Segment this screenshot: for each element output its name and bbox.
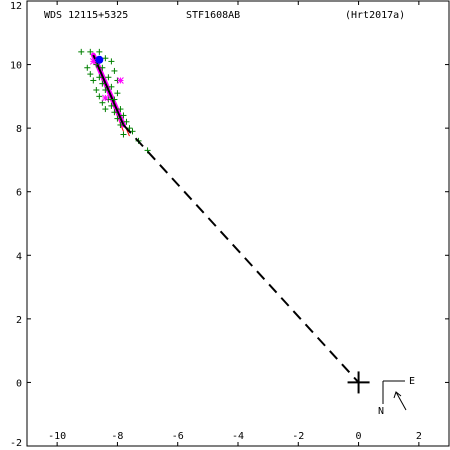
observation-plus: [102, 106, 109, 113]
x-tick-label: -4: [232, 431, 244, 442]
observation-plus: [108, 58, 115, 65]
observation-plus: [99, 80, 106, 87]
axis-tick-labels: -10 -8 -6 -4 -2 0 2 12 10 8 6 4 2 0 -2: [10, 1, 422, 449]
motion-arrow-head-icon: [393, 391, 402, 399]
observation-plus: [117, 106, 124, 113]
dashed-path: [122, 124, 360, 384]
observation-plus: [123, 118, 130, 125]
observation-plus: [96, 74, 103, 81]
y-tick-label: 8: [16, 124, 22, 135]
observation-plus: [102, 87, 109, 93]
star-d2: [89, 58, 97, 65]
x-tick-label: -8: [111, 431, 123, 442]
compass-north-label: N: [378, 406, 384, 417]
reference-label: (Hrt2017a): [345, 10, 406, 21]
axis-ticks: [27, 0, 449, 447]
observation-plus: [90, 77, 97, 84]
observation-plus: [102, 55, 109, 62]
y-tick-label: 12: [10, 1, 22, 12]
x-tick-label: 2: [416, 431, 422, 442]
y-tick-label: 6: [16, 188, 22, 199]
x-tick-label: -2: [292, 431, 304, 442]
orbit-arc-reference: [92, 54, 125, 126]
observation-plus: [105, 74, 112, 81]
motion-arrow-icon: [395, 391, 407, 411]
observation-plus: [108, 83, 115, 90]
observation-plus: [93, 87, 100, 93]
observation-star: [102, 94, 109, 102]
pair-label: STF1608AB: [186, 10, 241, 21]
observation-star: [117, 77, 124, 84]
y-tick-label: 4: [16, 251, 22, 262]
x-tick-label: -10: [48, 431, 66, 442]
observation-plus: [111, 67, 118, 74]
y-tick-label: 0: [16, 378, 22, 389]
observation-plus: [96, 93, 103, 100]
observation-plus: [117, 121, 124, 128]
y-tick-label: 10: [10, 61, 22, 72]
star-d2: [117, 77, 124, 84]
observation-plus: [111, 96, 118, 103]
observation-plus: [120, 112, 127, 119]
observation-plus: [114, 115, 121, 122]
primary-star-marker: [347, 371, 370, 394]
observation-plus: [108, 102, 115, 109]
observation-plus: [87, 71, 94, 78]
plot-border: [26, 0, 450, 447]
observation-plus: [120, 131, 127, 138]
x-tick-label: -6: [172, 431, 184, 442]
compass-east-label: E: [409, 376, 415, 387]
observation-plus: [93, 61, 100, 68]
path-to-primary: [122, 124, 360, 384]
compass: E N: [378, 376, 415, 417]
plot-frame: [26, 0, 450, 447]
y-tick-label: -2: [10, 438, 22, 449]
observation-plus: [114, 90, 121, 97]
observation-plus: [84, 64, 91, 71]
observation-plus: [87, 48, 94, 55]
observation-star: [89, 58, 97, 65]
observation-plus: [96, 48, 103, 55]
wds-label: WDS 12115+5325: [44, 10, 129, 21]
observation-plus: [99, 64, 106, 71]
reference-point: [95, 55, 104, 64]
observation-plus: [111, 109, 118, 116]
x-tick-label: 0: [356, 431, 362, 442]
observation-points: [78, 48, 151, 154]
orbit-segment: [90, 52, 126, 128]
star-d2: [102, 94, 109, 102]
observation-plus: [78, 48, 85, 55]
y-tick-label: 2: [16, 315, 22, 326]
